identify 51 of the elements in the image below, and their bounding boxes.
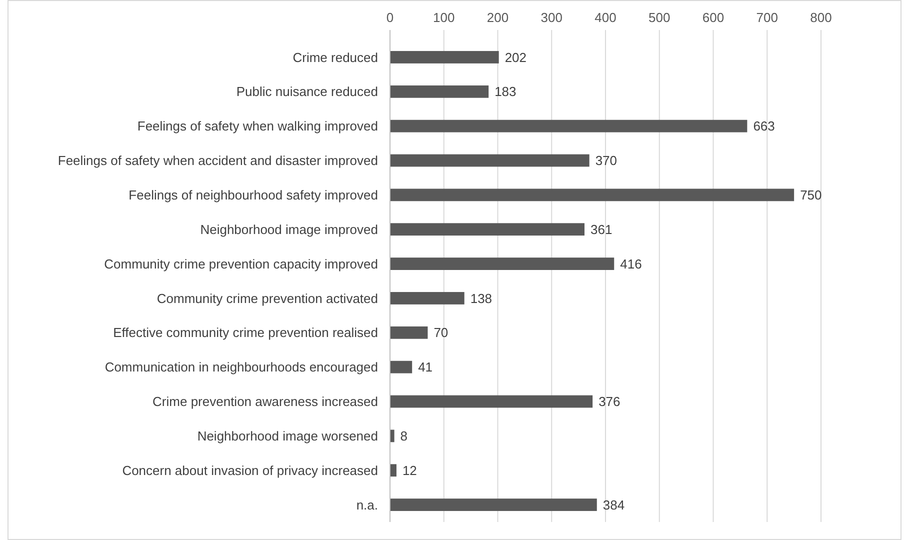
bar: [390, 430, 394, 442]
x-tick-label: 100: [433, 10, 455, 25]
y-tick-label: Community crime prevention capacity improved: [104, 256, 378, 272]
bar: [390, 120, 748, 132]
bar: [390, 326, 428, 339]
data-label: 663: [753, 118, 775, 134]
x-tick-label: 400: [594, 10, 616, 25]
x-tick-label: 500: [648, 10, 670, 25]
data-label: 183: [494, 84, 516, 100]
data-label: 416: [620, 256, 642, 272]
y-tick-label: Feelings of neighbourhood safety improved: [128, 187, 378, 202]
data-label: 361: [590, 222, 612, 237]
data-label: 370: [595, 153, 618, 168]
bar: [390, 360, 412, 374]
data-label: 8: [400, 428, 408, 444]
x-tick-label: 700: [756, 10, 778, 25]
data-label: 70: [434, 325, 448, 340]
bar: [390, 188, 794, 202]
x-tick-label: 800: [810, 10, 832, 25]
data-label: 202: [504, 50, 527, 65]
y-tick-label: Crime prevention awareness increased: [152, 394, 378, 410]
bar: [390, 85, 489, 98]
y-tick-label: n.a.: [356, 497, 378, 512]
x-tick-label: 0: [386, 10, 394, 25]
x-tick-label: 600: [702, 10, 724, 25]
x-tick-label: 300: [540, 10, 562, 25]
data-label: 41: [418, 360, 433, 375]
y-tick-label: Community crime prevention activated: [156, 290, 378, 306]
data-label: 138: [470, 290, 492, 306]
y-tick-label: Feelings of safety when accident and disaster improved: [58, 153, 378, 168]
y-tick-label: Neighborhood image improved: [200, 222, 378, 237]
bar: [390, 464, 396, 477]
data-label: 750: [800, 187, 822, 202]
bar: [390, 154, 590, 167]
data-label: 376: [598, 394, 620, 410]
data-label: 12: [402, 462, 417, 478]
bar: [390, 498, 597, 511]
y-tick-label: Concern about invasion of privacy increased: [122, 462, 378, 478]
bar: [390, 51, 499, 64]
bar: [390, 258, 614, 270]
y-tick-label: Feelings of safety when walking improved: [137, 118, 378, 134]
data-label: 384: [602, 497, 625, 512]
y-tick-label: Communication in neighbourhoods encouraged: [104, 360, 378, 375]
y-tick-label: Public nuisance reduced: [236, 84, 378, 100]
bar: [390, 223, 584, 236]
bar: [390, 292, 464, 304]
y-tick-label: Crime reduced: [292, 50, 378, 65]
bar: [390, 395, 593, 408]
x-tick-label: 200: [486, 10, 509, 25]
y-tick-label: Neighborhood image worsened: [197, 428, 378, 444]
y-tick-label: Effective community crime prevention realised: [113, 325, 378, 340]
